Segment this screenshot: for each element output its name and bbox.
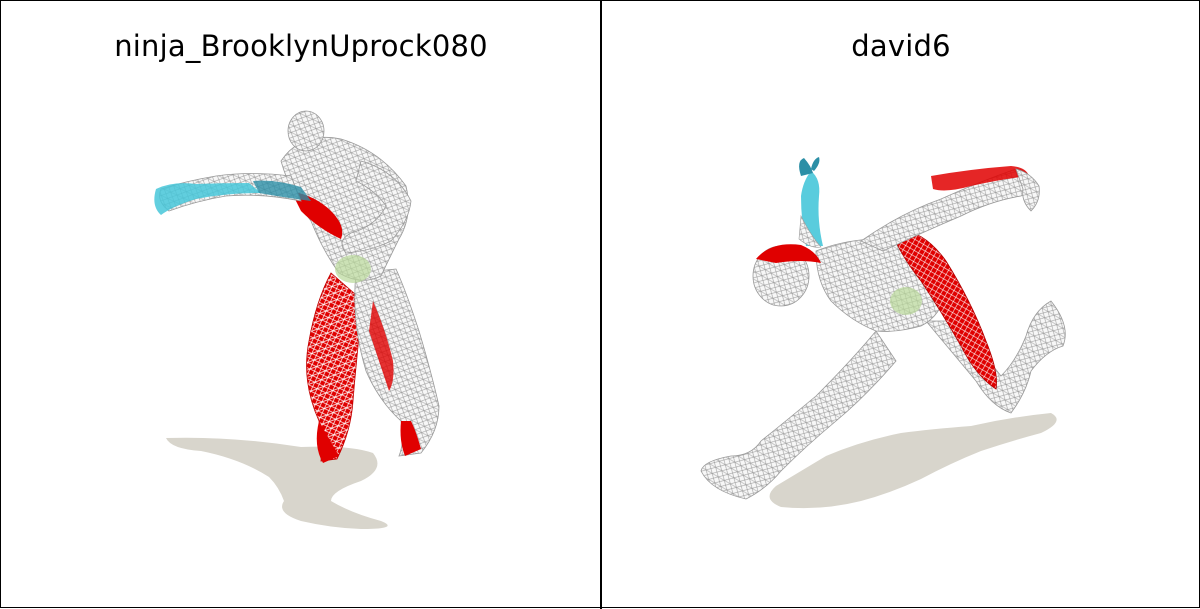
david-shadow xyxy=(769,413,1057,509)
panel-ninja: ninja_BrooklynUprock080 xyxy=(1,1,601,609)
ninja-shadow xyxy=(166,437,388,529)
ninja-head xyxy=(287,110,325,152)
david-arm-raised xyxy=(798,157,823,248)
ninja-mesh-render xyxy=(154,110,440,529)
david-torso xyxy=(815,229,997,390)
ninja-legs xyxy=(306,268,440,463)
panel-david: david6 xyxy=(601,1,1200,609)
ninja-arm-bent xyxy=(341,160,412,254)
panel-title-david: david6 xyxy=(851,29,951,63)
david-head xyxy=(752,244,821,307)
david-arm-extended xyxy=(860,166,1040,252)
david-mesh-render xyxy=(700,157,1066,509)
ninja-arm-extended xyxy=(154,173,311,215)
panel-divider xyxy=(600,1,602,609)
panel-title-ninja: ninja_BrooklynUprock080 xyxy=(114,29,488,63)
